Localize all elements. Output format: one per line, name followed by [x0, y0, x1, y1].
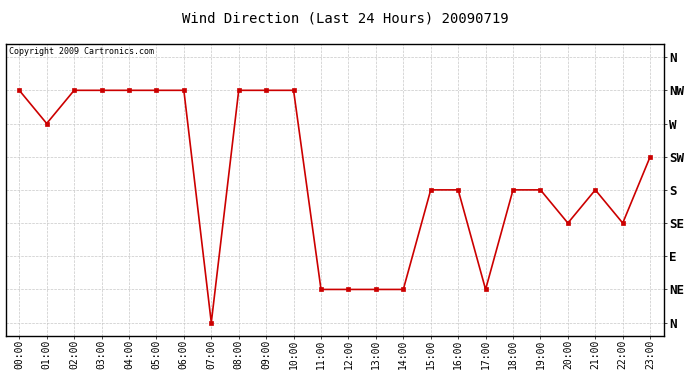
Text: Wind Direction (Last 24 Hours) 20090719: Wind Direction (Last 24 Hours) 20090719 — [181, 11, 509, 25]
Text: Copyright 2009 Cartronics.com: Copyright 2009 Cartronics.com — [9, 47, 154, 56]
